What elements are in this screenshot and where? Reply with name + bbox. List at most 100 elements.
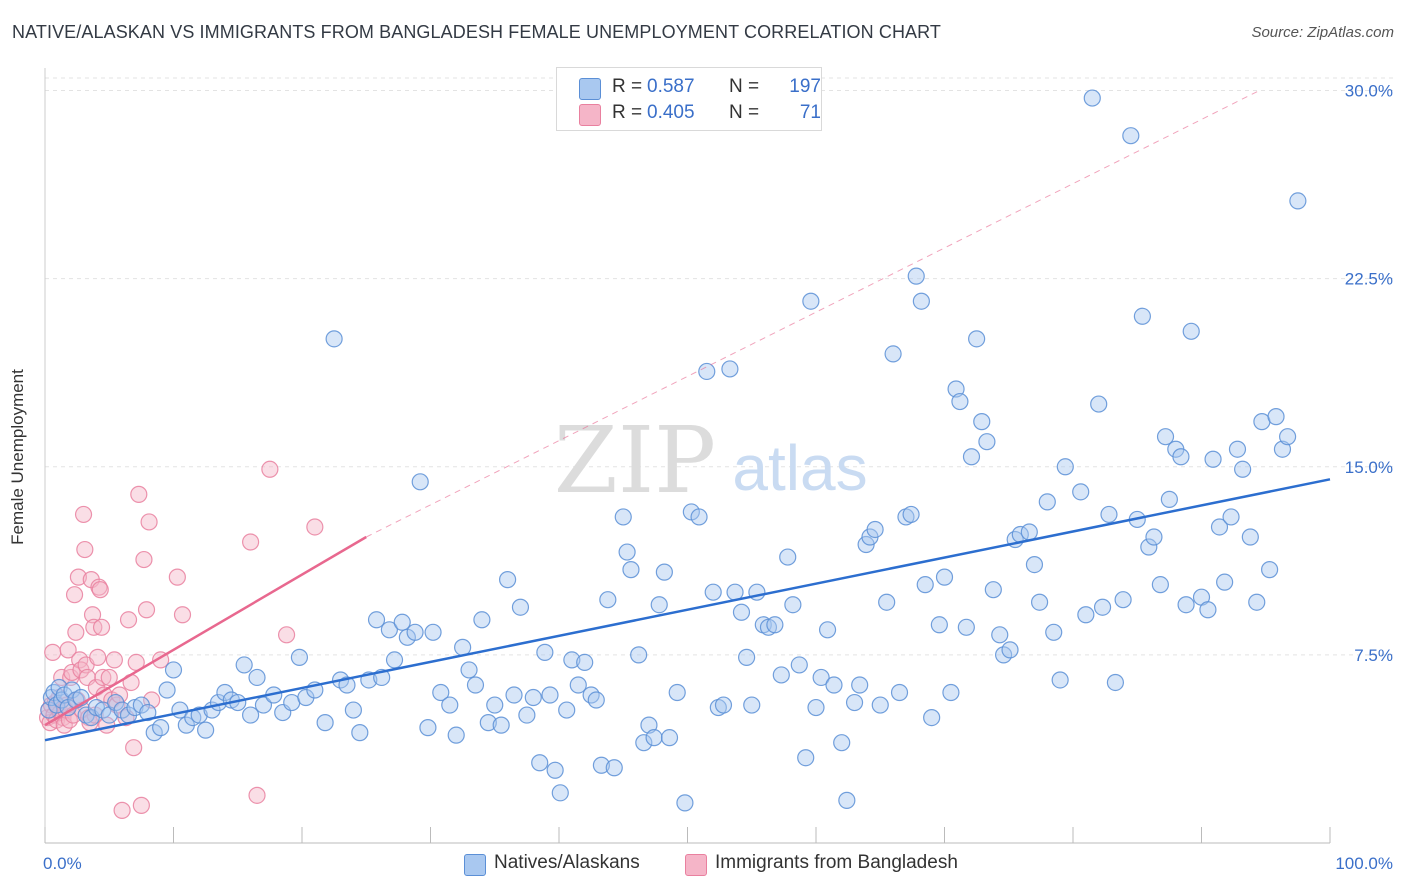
data-point-natives [866,520,884,539]
data-point-natives [655,563,673,581]
data-point-bangladesh [306,518,324,536]
data-point-bangladesh [168,568,186,586]
data-point-natives [419,719,437,737]
data-point-natives [935,568,954,586]
source-credit: Source: ZipAtlas.com [1251,24,1394,41]
data-point-bangladesh [248,786,266,804]
data-point-bangladesh [92,618,111,636]
data-point-natives [338,676,356,694]
data-point-natives [432,683,450,702]
data-point-natives [991,626,1009,644]
data-point-natives [732,603,751,621]
data-point-natives [890,683,909,702]
data-point-natives [511,598,530,616]
data-point-natives [505,686,523,704]
data-point-natives [325,330,343,348]
r-label: R = [612,76,643,97]
data-point-natives [957,618,975,636]
data-point-natives [1106,673,1125,692]
data-point-natives [460,661,478,679]
data-point-natives [563,651,581,669]
data-point-natives [1261,561,1279,579]
data-point-natives [635,734,653,752]
data-point-natives [1210,518,1229,536]
data-point-natives [1234,460,1252,478]
data-point-bangladesh [83,606,102,624]
data-point-natives [743,696,761,714]
data-point-natives [845,693,864,712]
data-point-natives [690,508,708,526]
data-point-bangladesh [67,623,85,641]
y-tick-label: 7.5% [1354,646,1393,665]
data-point-natives [630,646,648,664]
data-point-natives [721,360,739,378]
data-point-natives [551,784,569,802]
data-point-natives [316,714,334,732]
legend-swatch-natives [464,854,486,876]
data-point-natives [1133,307,1151,325]
data-point-natives [797,749,815,767]
data-point-natives [1172,448,1190,466]
data-point-natives [622,561,640,579]
watermark: ZIP atlas [554,407,868,514]
data-point-natives [486,696,504,714]
data-point-natives [907,267,925,285]
data-point-natives [351,724,369,742]
n-value: 71 [799,102,821,123]
data-point-natives [698,362,716,381]
data-point-bangladesh [132,796,150,814]
data-point-natives [1273,440,1292,458]
data-point-natives [668,683,686,702]
data-point-bangladesh [44,643,62,661]
data-point-natives [466,676,485,694]
data-point-natives [424,623,442,641]
axes [44,68,1331,844]
trend-line-bangladesh [44,535,367,727]
y-tick-label: 22.5% [1345,270,1393,289]
data-point-natives [546,761,564,779]
data-point-natives [242,706,260,724]
data-point-natives [248,668,266,687]
y-axis-label: Female Unemployment [8,369,27,545]
data-point-bangladesh [69,568,88,586]
data-point-natives [605,759,623,777]
data-point-natives [454,638,472,656]
data-point-natives [614,508,632,526]
data-point-bangladesh [74,505,93,524]
data-point-natives [807,698,825,717]
data-point-natives [518,706,536,724]
data-point-natives [1204,450,1222,468]
data-point-natives [738,648,756,666]
data-point-natives [1025,555,1044,574]
data-point-natives [1228,440,1247,458]
data-point-natives [558,701,576,719]
data-point-natives [576,653,594,672]
data-point-natives [441,696,459,714]
data-point-natives [1241,528,1259,546]
data-point-bangladesh [53,668,71,687]
data-point-natives [1077,606,1095,624]
x-tick-label: 100.0% [1335,854,1393,873]
tick-labels: 7.5% 15.0% 22.5% 30.0% 0.0% 100.0% [43,82,1393,873]
trend-lines [44,90,1331,742]
legend-label-natives: Natives/Alaskans [494,852,640,873]
series-bangladesh-points [38,460,324,819]
data-point-natives [569,676,587,694]
x-tick-label: 0.0% [43,854,82,873]
y-tick-label: 15.0% [1345,458,1393,477]
data-point-bangladesh [89,648,107,666]
data-point-bangladesh [261,460,279,478]
data-point-bangladesh [94,668,112,687]
r-value: 0.405 [647,102,695,123]
data-point-bangladesh [137,601,156,619]
data-point-natives [447,726,465,744]
data-point-natives [406,623,424,641]
data-point-natives [704,583,722,601]
data-point-natives [766,616,784,634]
data-point-natives [385,651,404,669]
data-point-bangladesh [277,626,296,644]
data-point-natives [790,656,808,674]
data-point-natives [1001,641,1019,659]
data-point-natives [812,668,830,687]
